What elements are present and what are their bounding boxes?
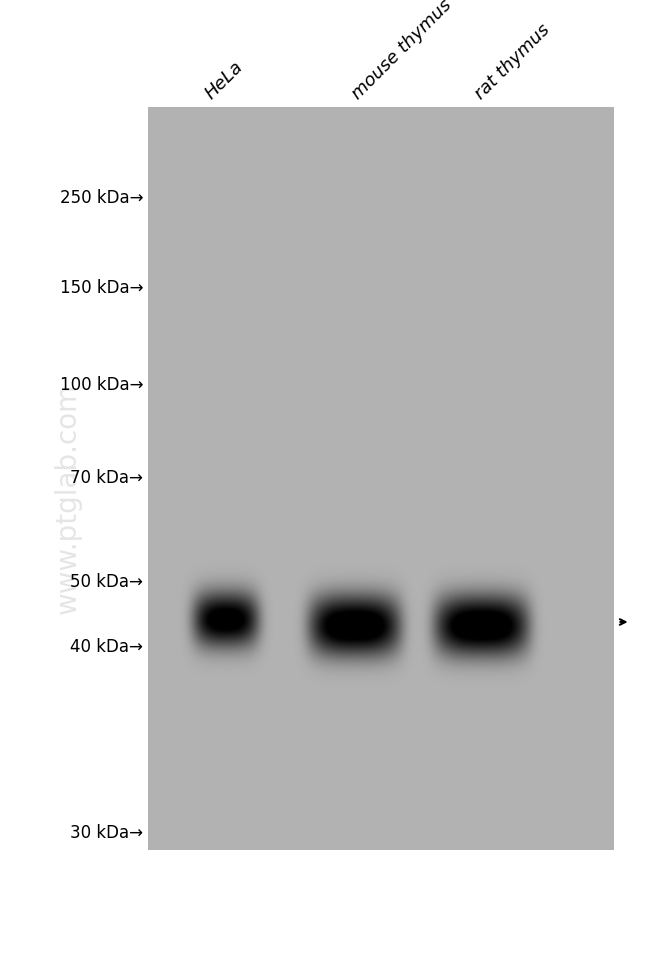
Text: 150 kDa→: 150 kDa→ [60, 278, 143, 296]
Text: HeLa: HeLa [202, 58, 247, 103]
Text: 50 kDa→: 50 kDa→ [70, 573, 143, 590]
Text: mouse thymus: mouse thymus [348, 0, 455, 103]
Text: www.ptglab.com: www.ptglab.com [54, 383, 83, 614]
Text: 40 kDa→: 40 kDa→ [70, 638, 143, 656]
Text: 30 kDa→: 30 kDa→ [70, 824, 143, 841]
Text: 70 kDa→: 70 kDa→ [70, 469, 143, 487]
Text: rat thymus: rat thymus [471, 21, 554, 103]
Bar [148, 107, 614, 850]
Text: 100 kDa→: 100 kDa→ [60, 376, 143, 394]
Text: 250 kDa→: 250 kDa→ [60, 189, 143, 206]
